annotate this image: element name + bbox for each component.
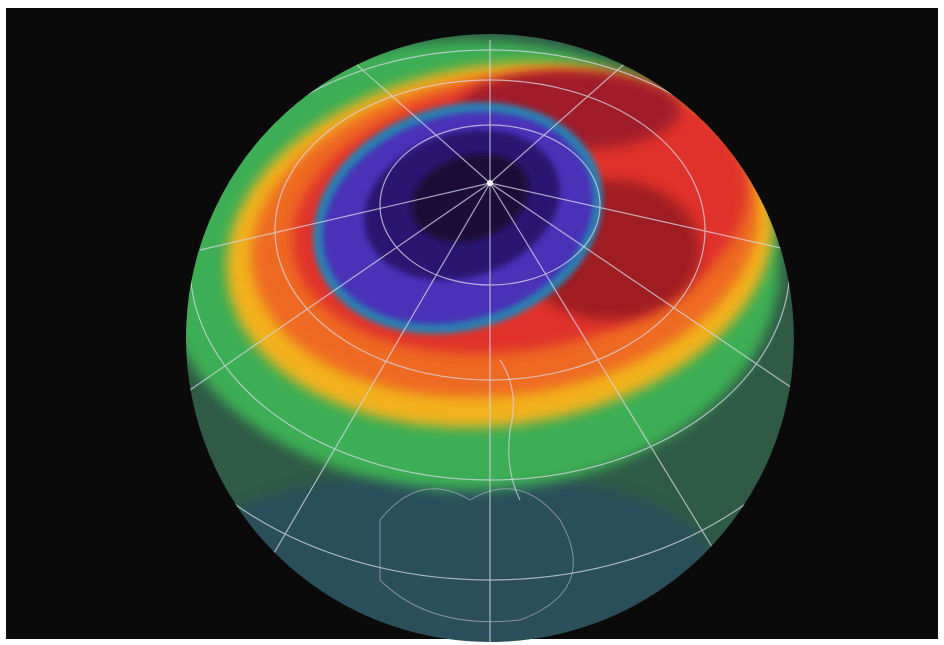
meridian	[489, 182, 721, 561]
globe	[186, 34, 794, 642]
hole-center	[411, 153, 529, 243]
meridian	[269, 182, 491, 561]
meridian	[489, 182, 794, 391]
parallel	[274, 79, 706, 381]
peninsula-outline	[499, 359, 521, 501]
graticule	[186, 34, 794, 642]
meridian	[489, 49, 641, 184]
meridian	[189, 182, 491, 391]
pole-marker	[487, 180, 493, 186]
meridian	[199, 182, 491, 251]
parallel	[379, 124, 601, 286]
continent-outline	[379, 488, 574, 623]
parallel	[186, 34, 794, 581]
meridian	[339, 49, 491, 184]
meridian	[489, 182, 791, 251]
